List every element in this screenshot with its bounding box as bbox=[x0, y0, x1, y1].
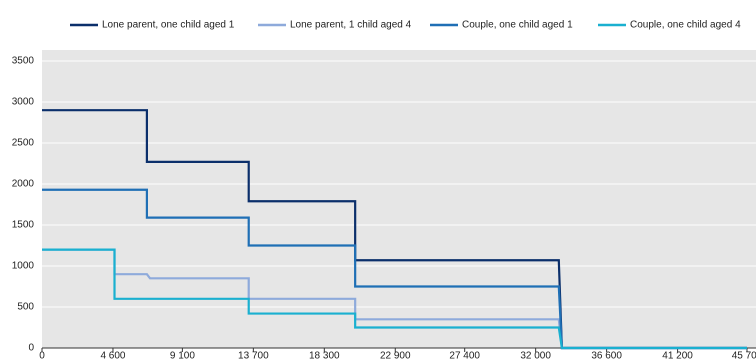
x-tick-label: 36 600 bbox=[591, 351, 622, 361]
legend-label: Couple, one child aged 1 bbox=[462, 20, 573, 31]
y-tick-label: 2500 bbox=[12, 138, 35, 149]
x-tick-label: 9 100 bbox=[170, 351, 195, 361]
x-tick-label: 13 700 bbox=[238, 351, 269, 361]
x-tick-label: 32 000 bbox=[520, 351, 551, 361]
y-tick-label: 500 bbox=[17, 302, 34, 313]
y-tick-label: 2000 bbox=[12, 179, 35, 190]
legend-label: Lone parent, 1 child aged 4 bbox=[290, 20, 412, 31]
legend-label: Couple, one child aged 4 bbox=[630, 20, 741, 31]
y-tick-label: 3000 bbox=[12, 97, 35, 108]
series-line bbox=[42, 248, 747, 350]
y-tick-label: 0 bbox=[28, 343, 34, 354]
x-tick-label: 27 400 bbox=[449, 351, 480, 361]
plot-background bbox=[42, 50, 756, 348]
y-tick-label: 3500 bbox=[12, 56, 35, 67]
x-tick-label: 22 900 bbox=[380, 351, 411, 361]
legend-label: Lone parent, one child aged 1 bbox=[102, 20, 235, 31]
x-tick-label: 4 600 bbox=[100, 351, 125, 361]
x-tick-label: 18 300 bbox=[309, 351, 340, 361]
x-tick-label: 45 700 bbox=[732, 351, 756, 361]
y-tick-label: 1500 bbox=[12, 220, 35, 231]
x-tick-label: 41 200 bbox=[662, 351, 693, 361]
series-line bbox=[42, 188, 747, 350]
y-tick-label: 1000 bbox=[12, 261, 35, 272]
x-tick-label: 0 bbox=[39, 351, 45, 361]
